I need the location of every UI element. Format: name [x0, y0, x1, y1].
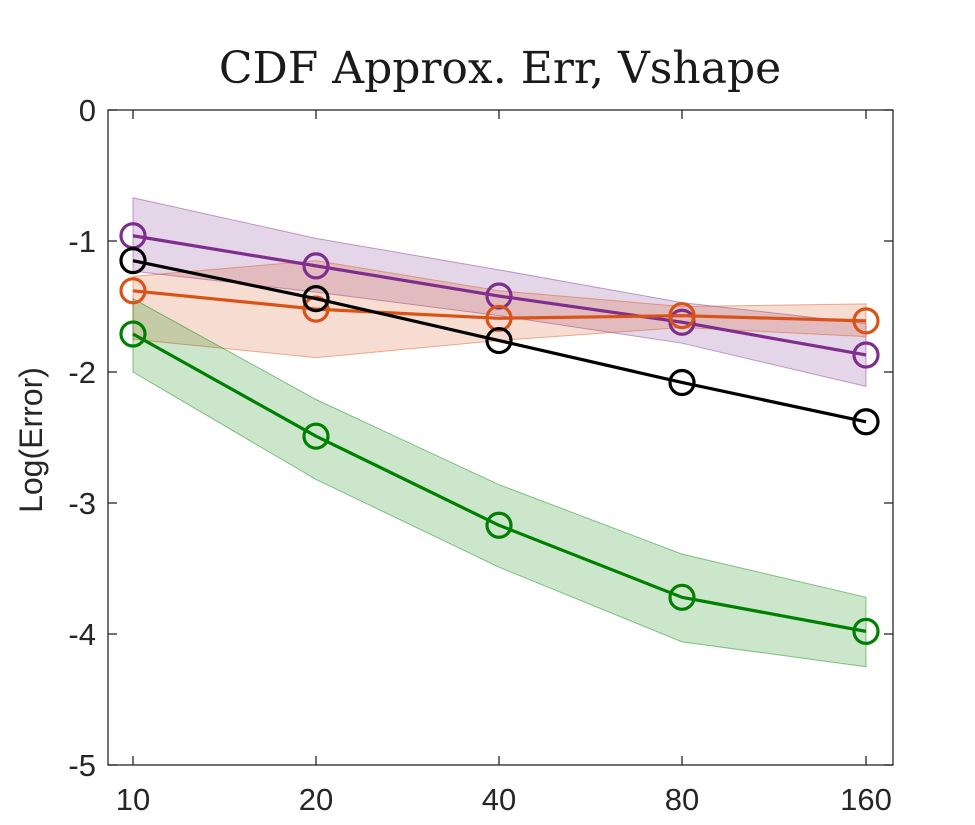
- data-point-green: [485, 511, 513, 539]
- data-point-purple: [485, 282, 513, 310]
- data-point-green: [668, 583, 696, 611]
- band-green: [132, 297, 867, 668]
- x-tick-label: 40: [482, 782, 516, 817]
- series-line-purple: [132, 234, 867, 357]
- data-point-orange: [485, 304, 513, 332]
- data-point-black: [485, 326, 513, 355]
- data-point-orange: [668, 302, 696, 330]
- series-line-black: [132, 259, 867, 424]
- data-point-purple: [302, 252, 330, 280]
- data-point-purple: [852, 341, 880, 369]
- data-point-green: [302, 422, 330, 450]
- data-point-black: [119, 247, 147, 275]
- y-tick-label: -5: [68, 748, 96, 783]
- y-tick-label: -4: [68, 617, 96, 652]
- data-point-black: [302, 285, 330, 313]
- x-tick-label: 20: [299, 782, 333, 817]
- data-point-green: [852, 617, 880, 645]
- axes-box: [107, 109, 894, 766]
- series-line-orange: [132, 289, 867, 323]
- data-point-black: [668, 368, 696, 397]
- y-axis-label: Log(Error): [13, 367, 49, 513]
- plot-area: 0 -1 -2 -3 -4 -5 10 20 40 80 160: [68, 93, 894, 817]
- y-tick-label: -2: [68, 355, 96, 390]
- data-point-purple: [668, 308, 696, 336]
- y-tick-label: -1: [68, 224, 96, 259]
- x-tick-label: 10: [116, 782, 150, 817]
- y-tick-label: 0: [79, 93, 96, 128]
- data-point-black: [852, 408, 880, 436]
- data-point-orange: [852, 307, 880, 335]
- data-point-green: [119, 320, 147, 348]
- chart-title: CDF Approx. Err, Vshape: [219, 43, 781, 94]
- series-line-green: [132, 332, 867, 633]
- data-point-orange: [119, 277, 147, 305]
- x-tick-label: 160: [840, 782, 892, 817]
- x-tick-label: 80: [665, 782, 699, 817]
- y-tick-label: -3: [68, 486, 96, 521]
